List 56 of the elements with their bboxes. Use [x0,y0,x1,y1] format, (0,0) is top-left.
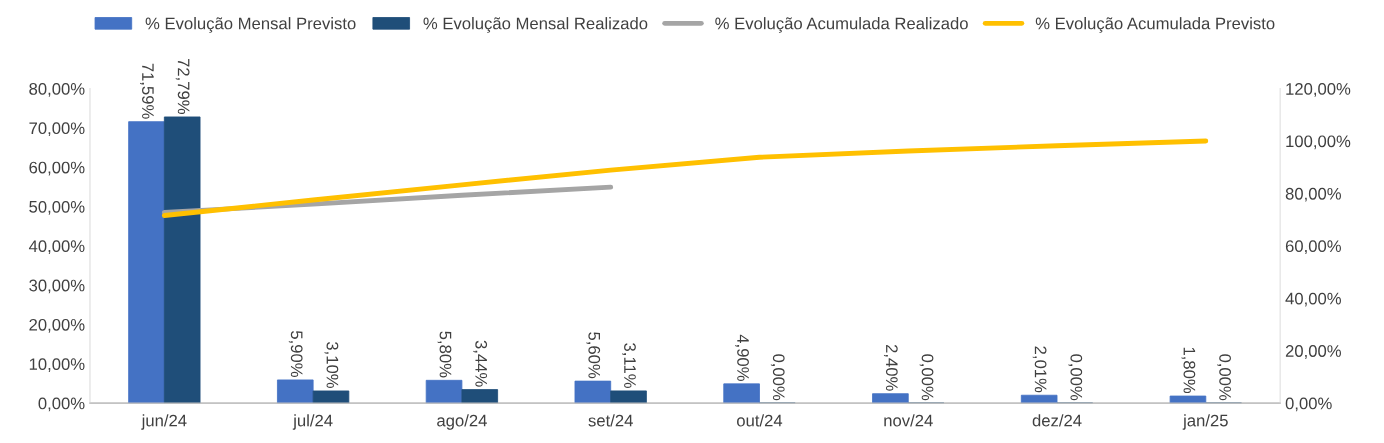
bar [872,393,909,404]
y-tick-label: 70,00% [29,122,85,137]
y-tick-label: 50,00% [29,200,85,215]
x-tick-label: out/24 [737,414,783,427]
y2-tick-label: 40,00% [1285,292,1341,307]
bar [1169,395,1207,404]
data-label: 72,79% [175,58,190,114]
data-label: 0,00% [770,354,785,401]
y2-tick-label: 120,00% [1286,83,1351,97]
x-tick-label: jun/24 [141,414,187,430]
data-label: 2,40% [883,344,898,391]
y2-tick-label: 20,00% [1285,345,1341,359]
legend-label: % Evolução Acumulada Previsto [1035,17,1275,33]
bar [723,383,760,404]
y-tick-label: 10,00% [29,358,85,372]
bar [461,389,499,404]
y-tick-label: 80,00% [29,83,85,97]
legend-label: % Evolução Acumulada Realizado [715,17,968,33]
data-label: 2,01% [1032,346,1047,393]
x-tick-label: jul/24 [292,414,333,430]
data-label: 0,00% [1217,354,1231,401]
y2-tick-label: 80,00% [1285,187,1341,202]
x-tick-label: dez/24 [1032,414,1082,427]
bar [128,121,165,404]
legend-label: % Evolução Mensal Realizado [423,17,648,33]
bar [425,379,463,404]
y-tick-label: 20,00% [29,318,85,333]
data-label: 1,80% [1181,347,1196,394]
legend-label: % Evolução Mensal Previsto [145,17,356,33]
x-tick-label: ago/24 [437,414,487,430]
data-label: 0,00% [919,354,934,401]
y2-tick-label: 100,00% [1286,135,1351,150]
y-tick-label: 0,00% [38,397,85,412]
data-label: 3,10% [324,341,339,388]
y-tick-label: 40,00% [28,240,85,255]
data-label: 4,90% [735,334,749,381]
y-tick-label: 30,00% [29,279,85,294]
data-label: 3,44% [473,340,488,387]
data-label: 5,80% [437,331,452,378]
data-label: 5,90% [288,330,303,377]
bar [610,390,647,404]
bar [277,379,314,404]
bar [574,380,612,404]
x-tick-label: set/24 [588,414,633,427]
x-tick-label: jan/25 [1182,414,1228,430]
data-label: 5,60% [586,332,601,379]
bar [312,390,350,404]
y2-tick-label: 0,00% [1285,397,1332,412]
bar [163,116,201,404]
data-label: 3,11% [622,343,636,388]
y2-tick-label: 60,00% [1285,240,1341,255]
x-tick-label: nov/24 [884,414,933,427]
y-tick-label: 60,00% [29,161,85,176]
data-label: 0,00% [1068,354,1083,401]
line-series [161,138,1209,218]
data-label: 71,59% [140,63,154,119]
